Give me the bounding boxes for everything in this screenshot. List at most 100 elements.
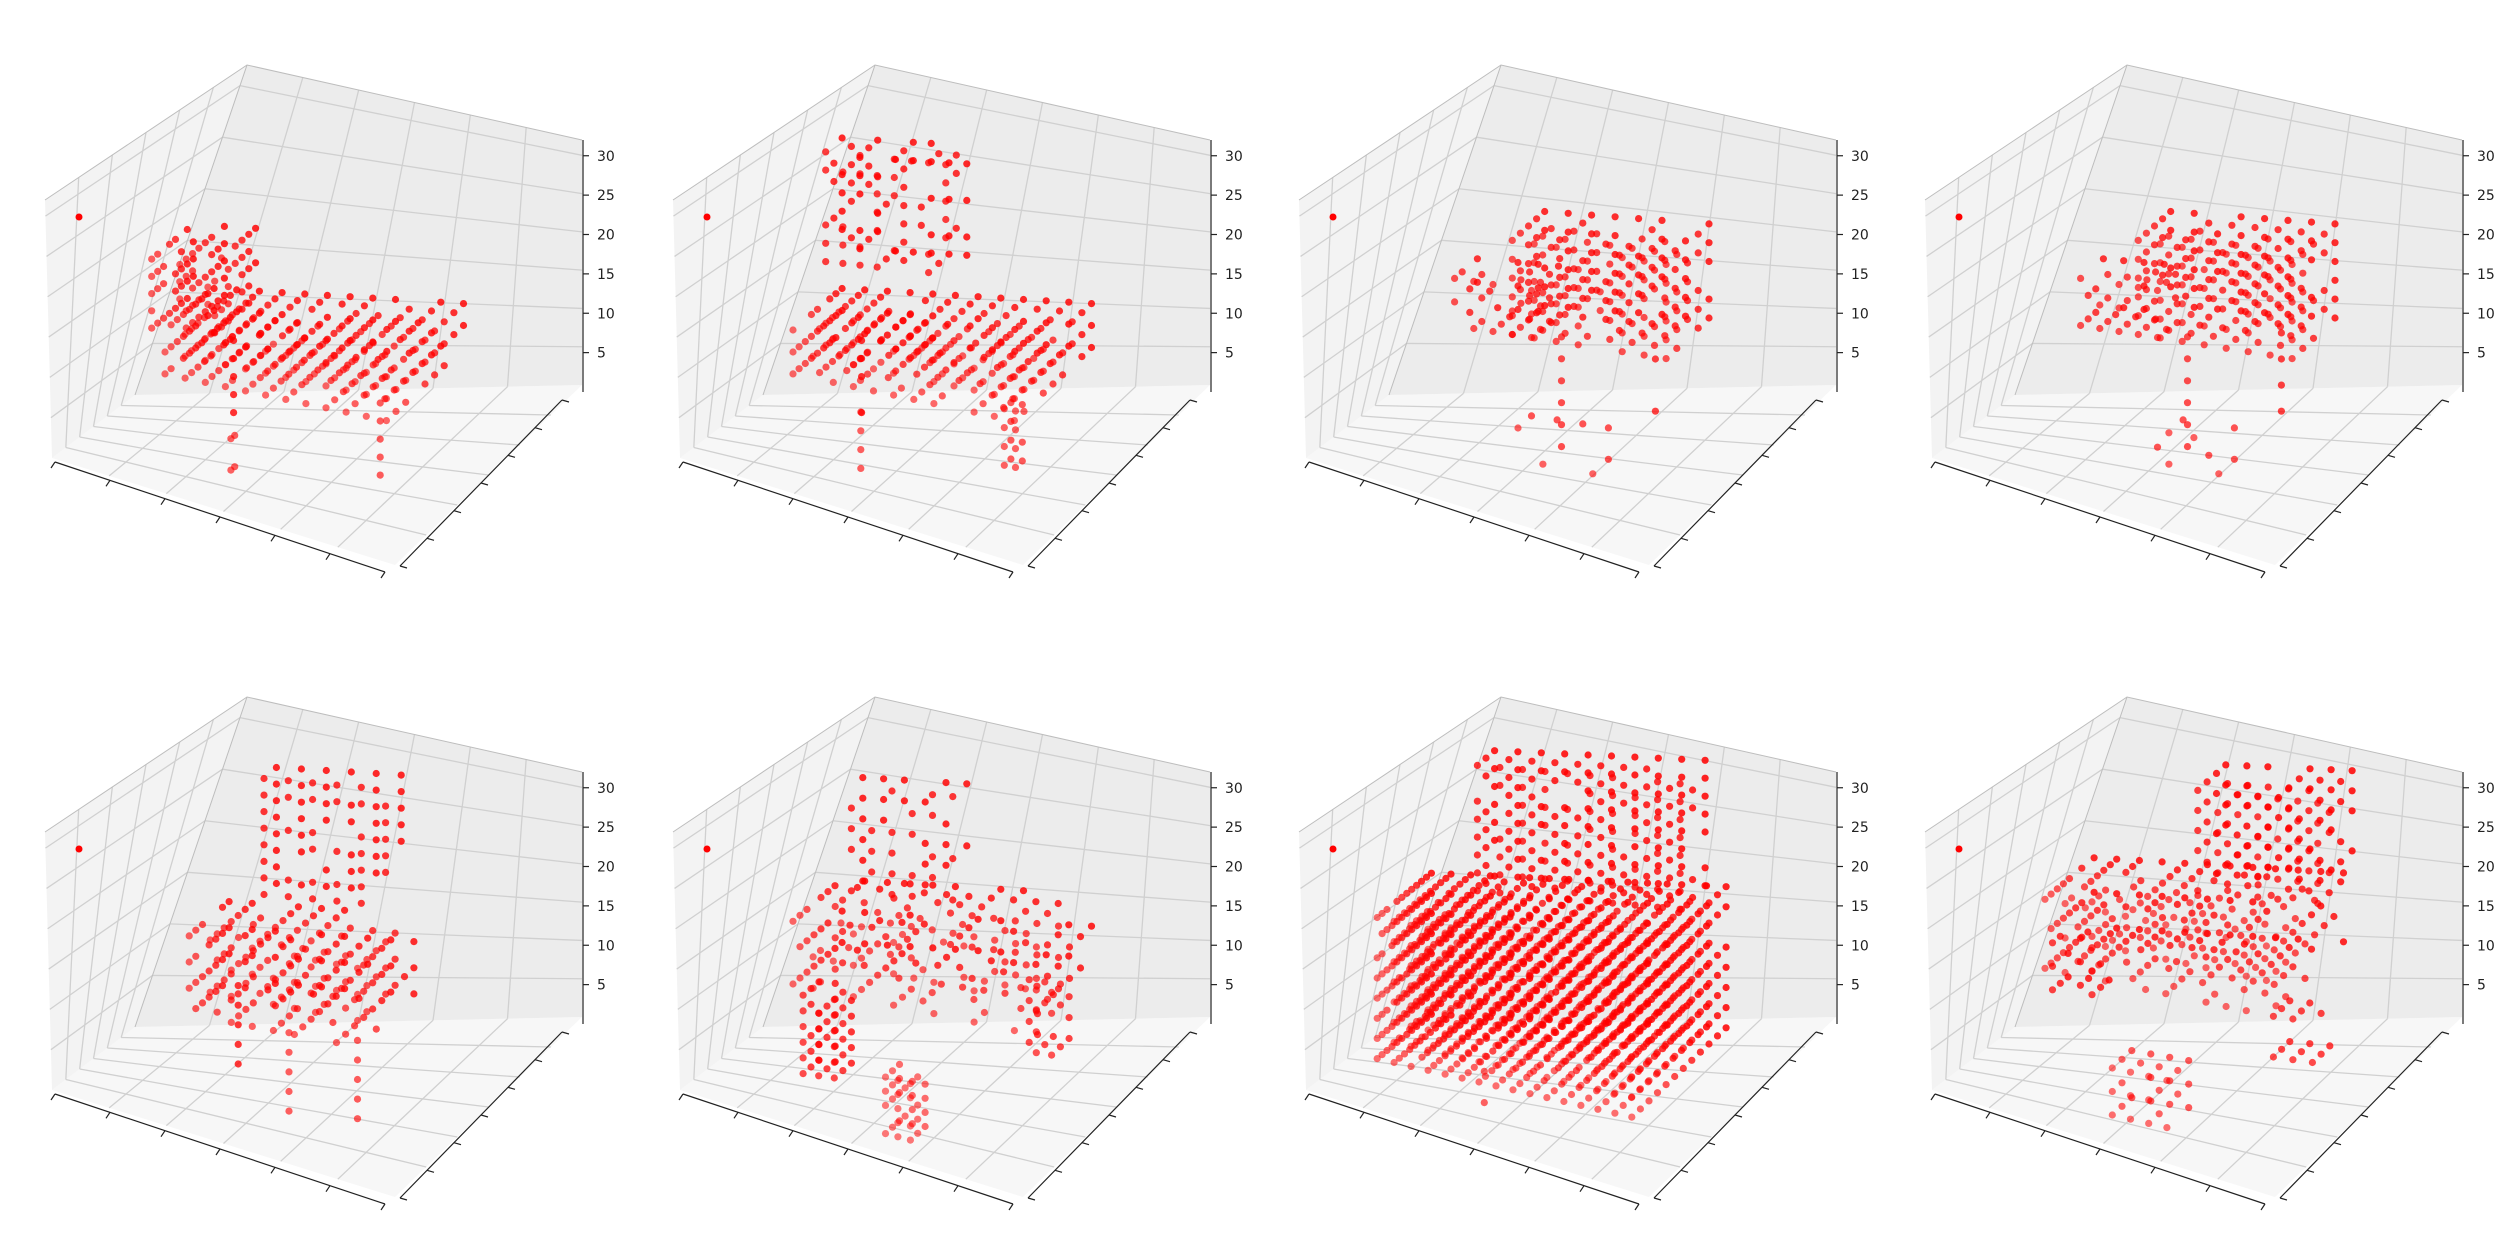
scatter-point [1654,880,1662,888]
scatter-point [1378,930,1386,938]
scatter-point [1541,207,1549,216]
scatter-point [2305,867,2313,875]
y-tick [534,427,543,431]
scatter-point [807,1063,815,1071]
scatter-point [2224,886,2232,895]
scatter-point [450,331,458,339]
scatter-point [1470,983,1478,991]
scatter-point [1643,879,1652,887]
scatter-point [822,341,830,349]
grid-line [867,84,1211,156]
scatter-point [225,898,233,906]
scatter-point [397,771,405,779]
scatter-point [1619,1081,1627,1089]
scatter-point [1539,307,1547,316]
scatter-point [1447,944,1455,952]
scatter-point [171,304,180,312]
scatter-point [1030,354,1038,362]
y-tick [1761,454,1770,458]
scatter-point [309,878,317,886]
grid-line [1304,342,1407,419]
scatter-point [2212,789,2221,798]
scatter-point [1458,1074,1466,1082]
scatter-point [1533,252,1541,260]
grid-line [2088,709,2184,1026]
scatter-point [235,1012,243,1020]
scatter-point [1593,267,1601,275]
scatter-point [204,300,212,308]
grid-line [2163,89,2240,392]
grid-line [357,734,416,1023]
scatter-point [901,1112,909,1120]
scatter-point [217,306,226,314]
scatter-point [1663,880,1671,888]
scatter-point [2156,259,2164,267]
scatter-point [1435,936,1443,944]
scatter-point [260,890,268,899]
scatter-point [959,374,967,382]
scatter-point [1557,377,1566,385]
scatter-point [1602,1098,1610,1106]
left-pane [45,697,247,1090]
scatter-point [2048,939,2057,947]
scatter-point [1651,407,1659,415]
left-pane [45,65,247,458]
scatter-point [1054,962,1062,970]
scatter-point [459,321,468,330]
scatter-point [963,251,971,259]
scatter-point [789,980,797,988]
scatter-point [2234,811,2242,819]
scatter-point [1561,822,1569,830]
scatter-point [839,1020,847,1028]
scatter-point [2228,974,2236,982]
scatter-point [2207,902,2215,910]
scatter-point [1628,338,1636,346]
scatter-point [2187,273,2195,281]
scatter-point [1499,955,1507,963]
scatter-point [224,265,232,273]
scatter-point [965,924,973,932]
scatter-point [418,316,426,324]
x-tick [733,480,739,487]
scatter-point [921,881,929,889]
scatter-point [1679,1044,1687,1052]
z-tick-label: 15 [1851,267,1869,283]
scatter-point [1395,994,1403,1002]
y-tick [1707,510,1716,514]
scatter-point [906,289,914,297]
scatter-point [2254,950,2262,958]
grid-line [1319,809,1334,1080]
scatter-point [277,941,285,949]
scatter-point [195,296,203,304]
scatter-point [1618,329,1626,337]
scatter-point [2113,890,2121,898]
scatter-point [238,288,246,296]
scatter-point [2150,316,2159,324]
scatter-point [2167,226,2175,234]
scatter-point [1645,1097,1653,1105]
scatter-point [1550,1087,1558,1095]
scatter-point [2150,222,2159,230]
scatter-point [1491,818,1499,826]
scatter-point [874,940,882,948]
scatter-point [260,808,268,816]
scatter-point [293,926,301,934]
scatter-point [382,417,390,425]
scatter-point [835,308,843,316]
scatter-point [1049,1032,1057,1041]
scatter-point [272,846,280,854]
scatter-point [220,291,228,299]
scatter-point [815,1025,823,1033]
x-tick [2040,1130,2046,1137]
scatter-point [2199,910,2207,918]
scatter-point [2288,260,2296,269]
scatter-point [1453,1040,1461,1048]
scatter-point [1673,288,1681,296]
pane-edge [134,64,248,396]
scatter-point [1430,961,1438,969]
scatter-point [181,374,189,382]
scatter-point [1065,921,1073,929]
grid-line [50,342,153,419]
scatter-point [1011,426,1020,434]
